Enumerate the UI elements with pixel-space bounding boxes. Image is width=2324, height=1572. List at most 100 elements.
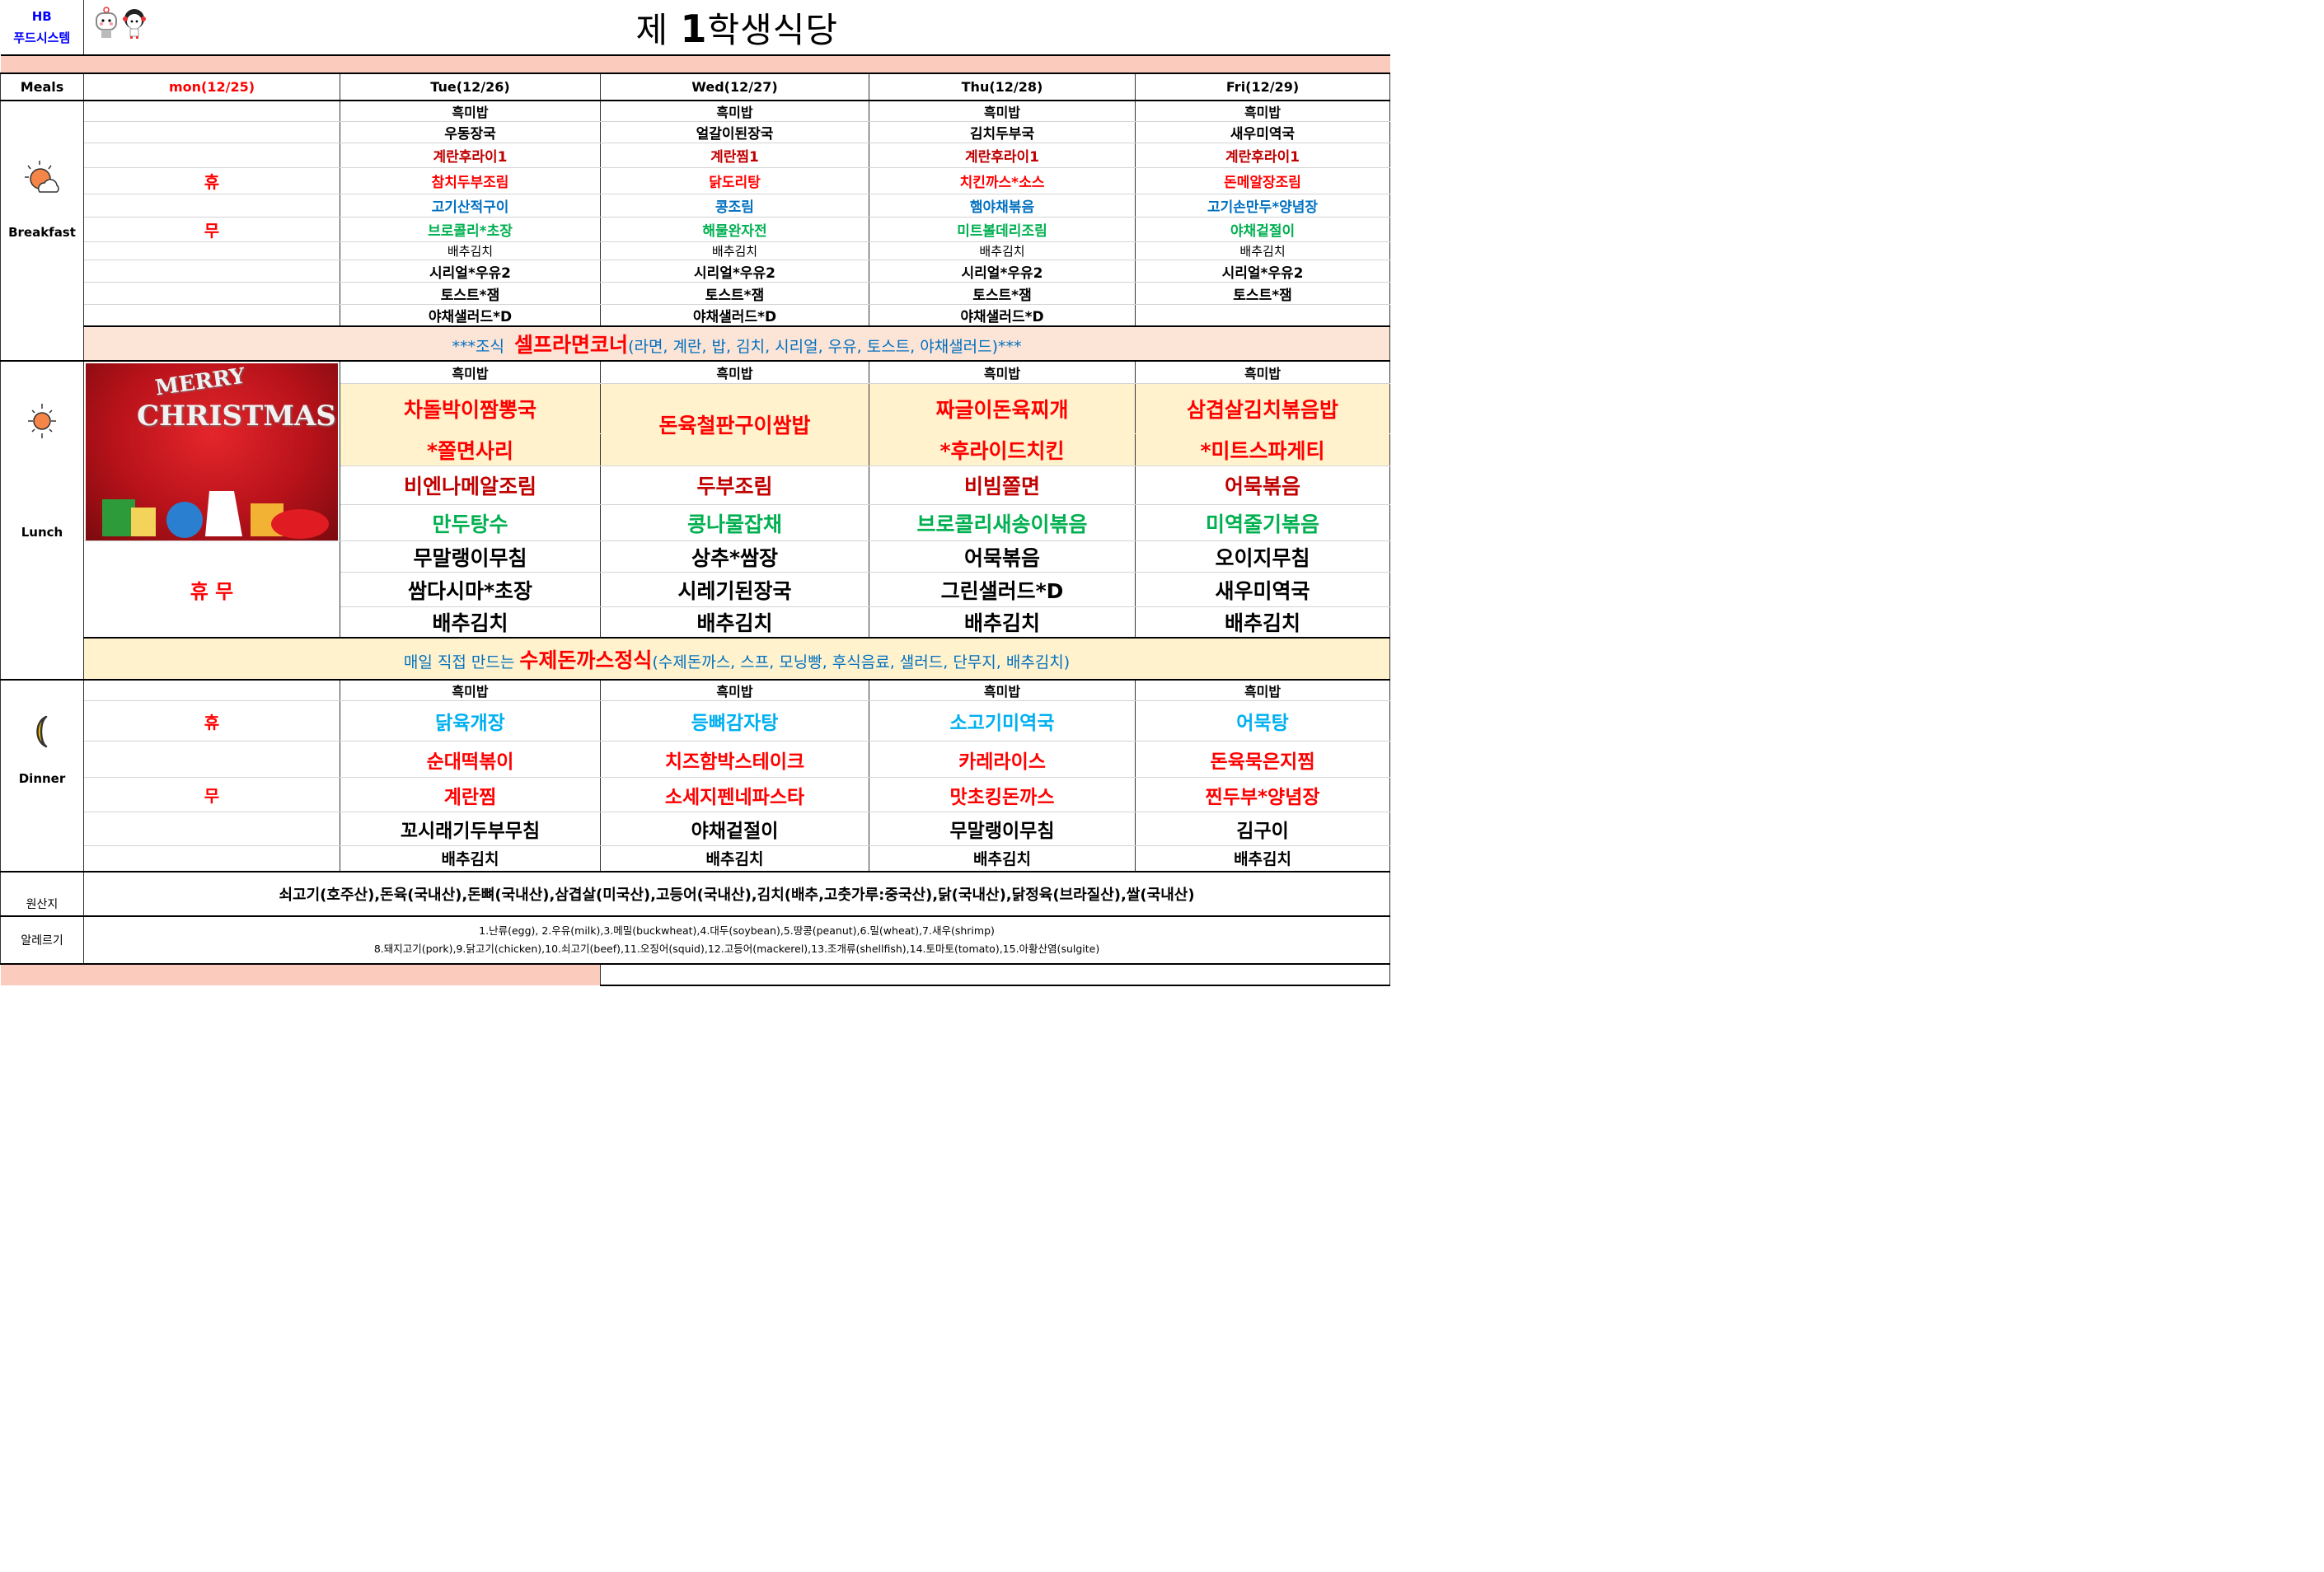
breakfast-item-thu: 햄야채볶음 bbox=[869, 194, 1136, 218]
dinner-item-fri: 배추김치 bbox=[1134, 845, 1391, 872]
dinner-row: 꼬시래기두부무침 야채겉절이 무말랭이무침 김구이 bbox=[1, 812, 1391, 846]
breakfast-item-fri: 고기손만두*양념장 bbox=[1134, 194, 1391, 218]
menu-sheet: HB 푸드시스템 제 1학생식당 Meals mon(12/25) Tue(12… bbox=[0, 0, 1391, 986]
mon-breakfast-cell: 무 bbox=[83, 217, 340, 242]
day-header-fri: Fri(12/29) bbox=[1134, 73, 1391, 101]
breakfast-item-wed: 토스트*잼 bbox=[600, 282, 869, 305]
breakfast-item-fri: 새우미역국 bbox=[1134, 121, 1391, 143]
lunch-item-wed: 상추*쌈장 bbox=[600, 540, 869, 573]
allergy-row: 알레르기 1.난류(egg), 2.우유(milk),3.메밀(buckwheat… bbox=[0, 915, 1391, 965]
dinner-row: 무 계란찜 소세지펜네파스타 맛초킹돈까스 찐두부*양념장 bbox=[1, 777, 1391, 812]
mon-breakfast-cell bbox=[83, 143, 340, 168]
meal-label-dinner: Dinner bbox=[0, 679, 84, 873]
dinner-item-fri: 어묵탕 bbox=[1134, 700, 1391, 742]
dinner-item-wed: 야채겉절이 bbox=[600, 812, 869, 846]
crescent-moon-icon bbox=[2, 713, 83, 753]
lunch-item-tue: 쌈다시마*초장 bbox=[340, 572, 601, 607]
mon-breakfast-cell bbox=[83, 304, 340, 327]
dinner-item-thu: 흑미밥 bbox=[869, 679, 1136, 701]
dinner-item-wed: 배추김치 bbox=[600, 845, 869, 872]
dinner-item-fri: 돈육묵은지찜 bbox=[1134, 741, 1391, 778]
lunch-row: 비엔나메알조림 두부조림 비빔쫄면 어묵볶음 bbox=[1, 466, 1391, 505]
lunch-main-wed: 돈육철판구이쌈밥 bbox=[600, 382, 869, 466]
mon-dinner-cell bbox=[83, 812, 340, 846]
breakfast-item-thu: 야채샐러드*D bbox=[869, 304, 1136, 327]
lunch-item-fri: 새우미역국 bbox=[1134, 572, 1391, 607]
logo-line2: 푸드시스템 bbox=[13, 30, 71, 45]
lunch-item-thu: 그린샐러드*D bbox=[869, 572, 1136, 607]
breakfast-item-fri: 토스트*잼 bbox=[1134, 282, 1391, 305]
breakfast-item-fri: 흑미밥 bbox=[1134, 100, 1391, 122]
breakfast-item-wed: 콩조림 bbox=[600, 194, 869, 218]
lunch-main-row: 차돌박이짬뽕국 돈육철판구이쌈밥 짜글이돈육찌개 삼겹살김치볶음밥 bbox=[1, 382, 1391, 466]
origin-row: 원산지 쇠고기(호주산),돈육(국내산),돈뼈(국내산),삼겹살(미국산),고등어… bbox=[0, 870, 1391, 917]
header-band bbox=[0, 54, 1390, 74]
lunch-item-thu: 어묵볶음 bbox=[869, 540, 1136, 573]
breakfast-row: Breakfast 흑미밥 흑미밥 흑미밥 흑미밥 bbox=[0, 100, 1391, 362]
lunch-row: 쌈다시마*초장 시레기된장국 그린샐러드*D 새우미역국 bbox=[1, 572, 1391, 607]
breakfast-row: 휴 참치두부조림 닭도리탕 치킨까스*소스 돈메알장조림 bbox=[1, 167, 1391, 194]
dinner-item-thu: 카레라이스 bbox=[869, 741, 1136, 778]
breakfast-item-tue: 우동장국 bbox=[340, 121, 601, 143]
banner-suffix: (수제돈까스, 스프, 모닝빵, 후식음료, 샐러드, 단무지, 배추김치) bbox=[652, 653, 1071, 671]
breakfast-item-fri: 돈메알장조림 bbox=[1134, 167, 1391, 194]
dinner-item-wed: 등뼈감자탕 bbox=[600, 700, 869, 742]
lunch-item-wed: 두부조림 bbox=[600, 466, 869, 505]
dinner-row: 휴 닭육개장 등뼈감자탕 소고기미역국 어묵탕 bbox=[1, 700, 1391, 742]
footer-band bbox=[0, 962, 1391, 986]
meals-header: Meals bbox=[0, 73, 84, 101]
dinner-item-tue: 흑미밥 bbox=[340, 679, 601, 701]
breakfast-item-fri: 계란후라이1 bbox=[1134, 143, 1391, 168]
lunch-main-fri: 삼겹살김치볶음밥 bbox=[1134, 382, 1391, 434]
breakfast-item-wed: 해물완자전 bbox=[600, 217, 869, 242]
dinner-row: Dinner 흑미밥 흑미밥 흑미밥 흑미밥 bbox=[0, 679, 1391, 873]
day-header-row: Meals mon(12/25) Tue(12/26) Wed(12/27) T… bbox=[0, 73, 1391, 101]
page-title: 제 1학생식당 bbox=[635, 7, 838, 51]
lunch-main-tue: 차돌박이짬뽕국 bbox=[340, 382, 601, 434]
lunch-label: Lunch bbox=[21, 525, 63, 540]
dinner-item-thu: 배추김치 bbox=[869, 845, 1136, 872]
breakfast-row: 토스트*잼 토스트*잼 토스트*잼 토스트*잼 bbox=[1, 282, 1391, 305]
lunch-rice-fri: 흑미밥 bbox=[1134, 360, 1391, 384]
breakfast-row: 우동장국 얼갈이된장국 김치두부국 새우미역국 bbox=[1, 121, 1391, 143]
banner-suffix: (라면, 계란, 밥, 김치, 시리얼, 우유, 토스트, 야채샐러드)*** bbox=[628, 338, 1022, 356]
lunch-rice-wed: 흑미밥 bbox=[600, 360, 869, 384]
breakfast-item-wed: 얼갈이된장국 bbox=[600, 121, 869, 143]
lunch-item-fri: 미역줄기볶음 bbox=[1134, 504, 1391, 541]
breakfast-item-fri: 야채겉절이 bbox=[1134, 217, 1391, 242]
lunch-item-thu: 배추김치 bbox=[869, 606, 1136, 639]
lunch-row: Lunch MERRY CHRISTMAS 흑미밥 흑미밥 흑미밥 흑미밥 bbox=[0, 360, 1391, 681]
lunch-item-thu: 비빔쫄면 bbox=[869, 466, 1136, 505]
dinner-row: 배추김치 배추김치 배추김치 배추김치 bbox=[1, 845, 1391, 872]
breakfast-row: 야채샐러드*D 야채샐러드*D 야채샐러드*D bbox=[1, 304, 1391, 327]
breakfast-self-ramen-banner: ***조식 셀프라면코너(라면, 계란, 밥, 김치, 시리얼, 우유, 토스트… bbox=[1, 325, 1391, 362]
title-prefix: 제 bbox=[635, 9, 681, 50]
lunch-tonkatsu-banner-text: 매일 직접 만드는 수제돈까스정식(수제돈까스, 스프, 모닝빵, 후식음료, … bbox=[82, 637, 1391, 681]
lunch-row: 배추김치 배추김치 배추김치 배추김치 bbox=[1, 606, 1391, 639]
breakfast-item-thu: 김치두부국 bbox=[869, 121, 1136, 143]
breakfast-item-wed: 시리얼*우유2 bbox=[600, 260, 869, 283]
breakfast-row: 고기산적구이 콩조림 햄야채볶음 고기손만두*양념장 bbox=[1, 194, 1391, 218]
breakfast-item-thu: 미트볼데리조림 bbox=[869, 217, 1136, 242]
lunch-main-thu: 짜글이돈육찌개 bbox=[869, 382, 1136, 434]
mon-breakfast-cell bbox=[83, 121, 340, 143]
breakfast-item-tue: 고기산적구이 bbox=[340, 194, 601, 218]
mon-breakfast-cell bbox=[83, 100, 340, 122]
banner-highlight: 수제돈까스정식 bbox=[519, 648, 653, 672]
lunch-main-extra-thu: *후라이드치킨 bbox=[869, 433, 1136, 466]
breakfast-item-thu: 토스트*잼 bbox=[869, 282, 1136, 305]
banner-highlight: 셀프라면코너 bbox=[514, 333, 629, 357]
breakfast-row: 시리얼*우유2 시리얼*우유2 시리얼*우유2 시리얼*우유2 bbox=[1, 260, 1391, 283]
breakfast-item-wed: 닭도리탕 bbox=[600, 167, 869, 194]
footer-blank bbox=[599, 962, 1391, 986]
mon-breakfast-cell bbox=[83, 260, 340, 283]
dinner-item-fri: 흑미밥 bbox=[1134, 679, 1391, 701]
lunch-item-wed: 콩나물잡채 bbox=[600, 504, 869, 541]
allergy-line1: 1.난류(egg), 2.우유(milk),3.메밀(buckwheat),4.… bbox=[479, 924, 995, 937]
day-header-tue: Tue(12/26) bbox=[340, 73, 601, 101]
lunch-item-tue: 비엔나메알조림 bbox=[340, 466, 601, 505]
mon-breakfast-cell bbox=[83, 282, 340, 305]
breakfast-item-tue: 배추김치 bbox=[340, 241, 601, 260]
title-cell: 제 1학생식당 bbox=[84, 0, 1390, 55]
breakfast-item-thu: 배추김치 bbox=[869, 241, 1136, 260]
